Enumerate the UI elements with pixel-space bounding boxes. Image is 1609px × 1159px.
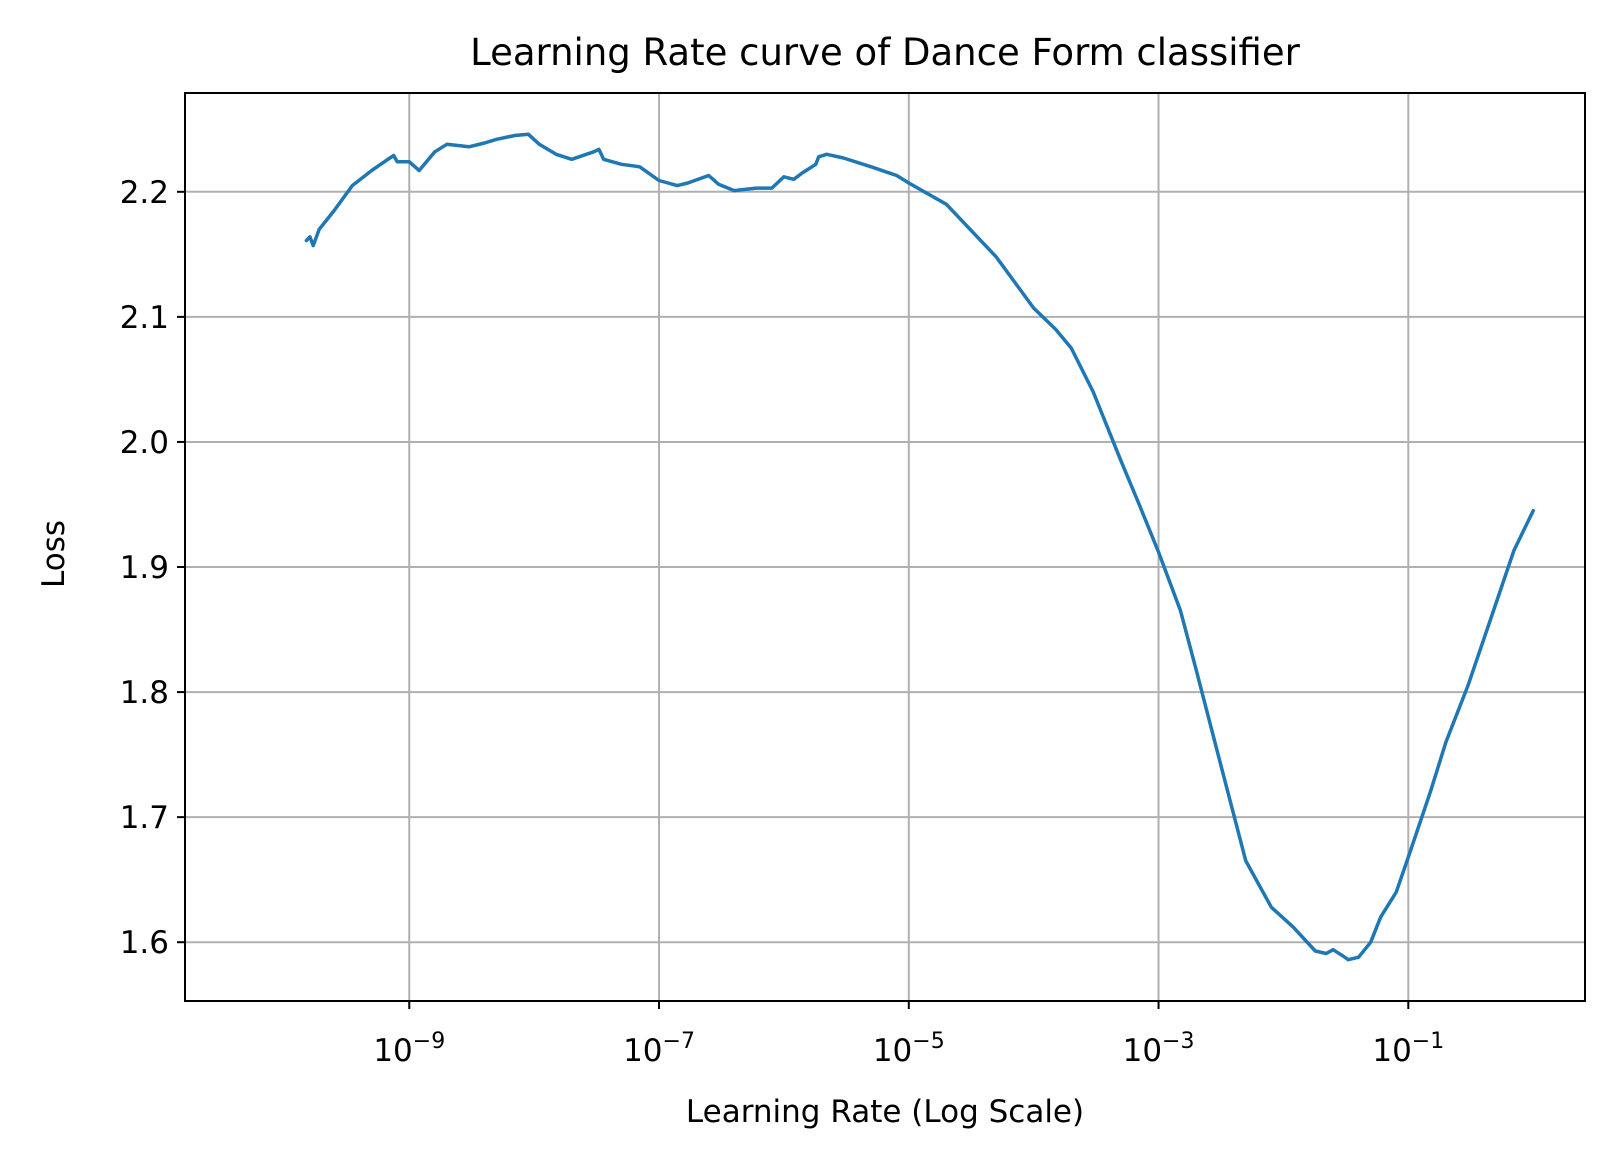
y-tick-label: 2.0	[120, 425, 169, 461]
y-tick-label: 2.2	[120, 175, 169, 211]
y-tick-label: 1.8	[120, 675, 169, 711]
x-tick-label: 10−7	[623, 1029, 695, 1069]
axis-ticks: 10−9 10−7 10−5 10−3 10−1 1.6 1.7 1.8 1.9 2.0 2.1 2.…	[120, 175, 1445, 1069]
y-tick-label: 1.7	[120, 800, 169, 836]
grid-lines	[185, 93, 1585, 1001]
y-axis-label: Loss	[36, 520, 72, 588]
x-tick-label: 10−1	[1372, 1029, 1444, 1069]
y-tick-label: 1.9	[120, 550, 169, 586]
x-tick-label: 10−3	[1123, 1029, 1195, 1069]
y-tick-label: 2.1	[120, 300, 169, 336]
chart-title: Learning Rate curve of Dance Form classi…	[470, 31, 1300, 74]
x-tick-label: 10−9	[373, 1029, 445, 1069]
series-layer	[304, 132, 1535, 962]
x-axis-label: Learning Rate (Log Scale)	[686, 1094, 1084, 1130]
x-tick-label: 10−5	[873, 1029, 945, 1069]
y-tick-label: 1.6	[120, 925, 169, 961]
loss-series-line	[304, 132, 1535, 962]
plot-frame	[184, 92, 1586, 1002]
